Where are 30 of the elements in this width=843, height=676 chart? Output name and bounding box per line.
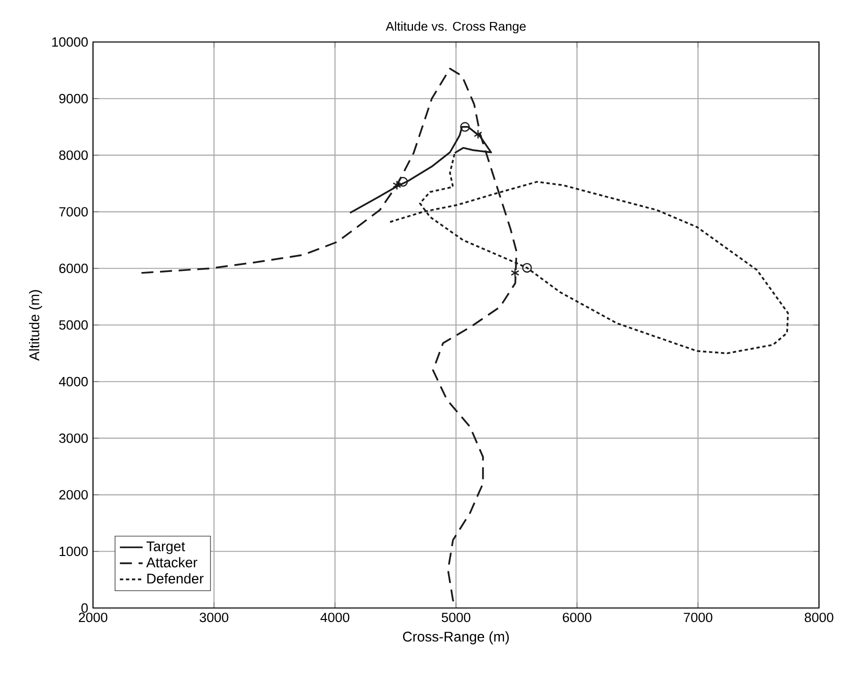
y-tick-label: 6000	[59, 264, 88, 274]
chart-title: Altitude vs. Cross Range	[386, 21, 526, 34]
y-tick-label: 0	[81, 603, 88, 613]
y-tick-label: 7000	[59, 207, 88, 217]
x-tick-label: 3000	[200, 612, 228, 622]
legend-label: Defender	[147, 573, 204, 584]
y-tick-label: 1000	[60, 546, 88, 556]
x-tick-label: 8000	[804, 612, 834, 622]
y-tick-label: 3000	[59, 433, 88, 443]
y-tick-label: 4000	[58, 376, 88, 386]
point	[522, 262, 532, 273]
x-tick-label: 6000	[562, 612, 592, 622]
x-axis-title: Cross-Range (m)	[403, 631, 509, 644]
y-tick-label: 2000	[59, 490, 88, 500]
y-tick-label: 8000	[59, 150, 88, 160]
point	[510, 268, 520, 278]
y-tick-label: 9000	[59, 94, 88, 104]
y-tick-label: 5000	[59, 320, 88, 330]
x-tick-label: 7000	[684, 612, 712, 622]
y-axis-title: Altitude (m)	[29, 290, 42, 361]
legend-label: Target	[146, 542, 186, 554]
x-tick-label: 2000	[78, 612, 108, 622]
x-tick-label: 5000	[442, 612, 470, 622]
point	[398, 176, 408, 187]
point	[474, 129, 482, 140]
point	[392, 180, 402, 190]
y-tick-label: 10000	[52, 37, 88, 47]
x-tick-label: 4000	[320, 612, 350, 622]
point	[460, 122, 470, 132]
legend-label: Attacker	[146, 557, 198, 568]
